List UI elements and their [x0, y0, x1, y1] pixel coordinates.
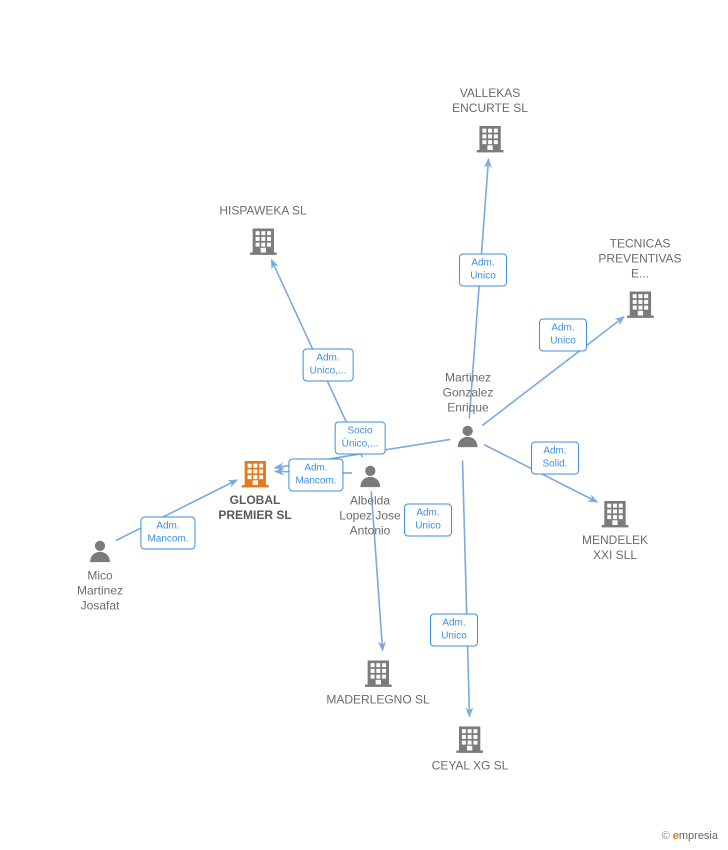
- node-label: VALLEKAS ENCURTE SL: [452, 86, 528, 116]
- person-node-martinez[interactable]: Martinez Gonzalez Enrique: [443, 371, 494, 450]
- edge-label-e1: Adm. Unico: [459, 254, 507, 287]
- person-node-albelda[interactable]: Albelda Lopez Jose Antonio: [339, 462, 400, 539]
- company-node-ceyal[interactable]: CEYAL XG SL: [432, 723, 509, 774]
- building-icon: [624, 288, 656, 320]
- edge-label-e5: Socio Único,...: [335, 422, 386, 455]
- node-label: CEYAL XG SL: [432, 759, 509, 774]
- building-icon: [599, 497, 631, 529]
- company-node-tecnicas[interactable]: TECNICAS PREVENTIVAS E...: [598, 237, 681, 320]
- building-icon: [474, 122, 506, 154]
- edge-e4: [463, 461, 470, 717]
- edge-label-e2: Adm. Unico: [539, 319, 587, 352]
- brand-rest: mpresia: [679, 830, 718, 842]
- person-icon: [86, 537, 114, 565]
- edge-label-e8: Adm. Unico: [430, 614, 478, 647]
- node-label: MADERLEGNO SL: [326, 693, 429, 708]
- network-diagram: VALLEKAS ENCURTE SL HISPAWEKA SL TECNICA…: [0, 0, 728, 850]
- node-label: Martinez Gonzalez Enrique: [443, 371, 494, 416]
- building-icon: [454, 723, 486, 755]
- edge-label-e7: Adm. Mancom.: [288, 459, 343, 492]
- building-icon: [239, 457, 271, 489]
- edge-label-e4: Adm. Unico: [404, 504, 452, 537]
- building-icon: [362, 657, 394, 689]
- node-label: MENDELEK XXI SLL: [582, 533, 648, 563]
- copyright-symbol: ©: [662, 830, 670, 842]
- person-node-mico[interactable]: Mico Martinez Josafat: [77, 537, 123, 614]
- node-label: Albelda Lopez Jose Antonio: [339, 494, 400, 539]
- node-label: TECNICAS PREVENTIVAS E...: [598, 237, 681, 282]
- company-node-vallekas[interactable]: VALLEKAS ENCURTE SL: [452, 86, 528, 154]
- person-icon: [454, 422, 482, 450]
- company-node-mendelek[interactable]: MENDELEK XXI SLL: [582, 497, 648, 563]
- copyright: © empresia: [662, 830, 718, 842]
- edge-label-e6: Adm. Unico,...: [303, 349, 354, 382]
- edge-label-e3: Adm. Solid.: [531, 442, 579, 475]
- building-icon: [247, 225, 279, 257]
- company-node-global[interactable]: GLOBAL PREMIER SL: [218, 457, 291, 523]
- node-label: HISPAWEKA SL: [219, 204, 306, 219]
- edge-label-e9: Adm. Mancom.: [140, 517, 195, 550]
- company-node-hispaweka[interactable]: HISPAWEKA SL: [219, 204, 306, 257]
- node-label: Mico Martinez Josafat: [77, 569, 123, 614]
- node-label: GLOBAL PREMIER SL: [218, 493, 291, 523]
- person-icon: [356, 462, 384, 490]
- company-node-maderlegno[interactable]: MADERLEGNO SL: [326, 657, 429, 708]
